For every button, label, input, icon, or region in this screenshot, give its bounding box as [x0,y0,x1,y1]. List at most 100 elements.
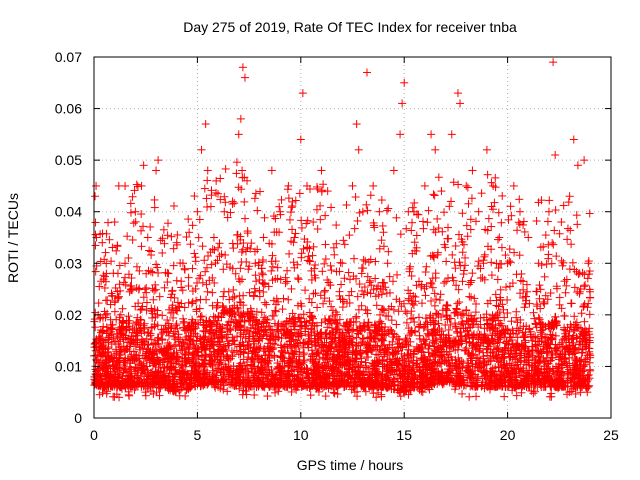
data-point [299,310,308,319]
data-point [440,208,449,217]
data-point [430,191,439,200]
data-point [205,344,214,353]
data-point [288,201,297,210]
data-point [126,208,135,217]
data-point [145,246,154,255]
data-point [184,273,193,282]
data-point [196,295,205,304]
data-point [419,224,428,233]
data-point [236,264,245,273]
data-point [263,392,272,401]
data-point [288,225,297,234]
data-point [466,225,475,234]
data-point [499,305,508,314]
data-point [350,254,359,263]
data-point [534,313,543,322]
data-point [291,196,300,205]
data-point [184,215,193,224]
data-point [262,300,271,309]
data-point [132,180,141,189]
data-point [287,387,296,396]
data-point [113,241,122,250]
data-point [256,187,265,196]
data-point [107,257,116,266]
data-point [311,260,320,269]
data-point [408,203,417,212]
data-point [200,256,209,265]
data-point [337,280,346,289]
data-point [555,300,564,309]
data-point [195,215,204,224]
data-point [477,189,486,198]
data-point [146,222,155,231]
data-point [410,198,419,207]
data-point [454,180,463,189]
data-point [501,251,510,260]
data-point [158,311,167,320]
chart-title: Day 275 of 2019, Rate Of TEC Index for r… [183,19,517,35]
data-point [401,307,410,316]
data-point [220,287,229,296]
data-point [432,295,441,304]
data-point [241,214,250,223]
data-point [383,206,392,215]
data-point [429,225,438,234]
data-point [188,221,197,230]
data-point [371,292,380,301]
data-point [575,289,584,298]
data-point [165,331,174,340]
data-point [529,308,538,317]
data-point [172,320,181,329]
data-point [438,227,447,236]
data-point [275,202,284,211]
data-point [191,253,200,262]
data-point [113,269,122,278]
data-point [232,158,241,167]
data-point [360,290,369,299]
data-point [363,309,372,318]
data-point [498,191,507,200]
data-point [316,215,325,224]
data-point [91,218,100,227]
data-point [293,274,302,283]
data-point [345,298,354,307]
data-point [480,250,489,259]
data-point [104,218,113,227]
data-point [493,275,502,284]
data-point [520,303,529,312]
data-point [500,392,509,401]
data-point [454,353,463,362]
data-point [287,284,296,293]
data-point [139,222,148,231]
data-point [434,173,443,182]
data-point [250,390,259,399]
data-point [137,226,146,235]
data-point [429,190,438,199]
data-point [414,210,423,219]
data-point [392,213,401,222]
data-point [430,289,439,298]
data-point [576,324,585,333]
data-point [344,268,353,277]
data-point [423,218,432,227]
data-point [173,230,182,239]
data-point [277,195,286,204]
data-point [507,317,516,326]
data-point [507,211,516,220]
data-point [345,231,354,240]
data-point [523,287,532,296]
data-point [154,268,163,277]
data-point [519,285,528,294]
data-point [497,243,506,252]
data-point [221,164,230,173]
data-point [484,214,493,223]
data-point [283,277,292,286]
data-point [493,235,502,244]
data-point [462,221,471,230]
data-point [115,280,124,289]
data-point [297,223,306,232]
data-point [446,314,455,323]
data-point [295,189,304,198]
data-point [371,257,380,266]
data-point [418,299,427,308]
